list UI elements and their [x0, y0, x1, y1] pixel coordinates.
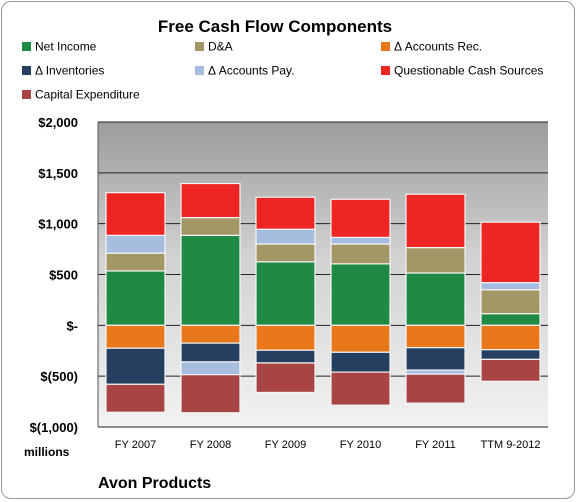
unit-label: millions: [24, 445, 70, 459]
chart-title: Free Cash Flow Components: [158, 17, 392, 36]
bar-d-a: [255, 243, 316, 263]
bar-capital-expenditure: [255, 362, 316, 394]
y-tick-label: $1,000: [38, 217, 78, 232]
bar-questionable-cash-sources: [105, 192, 166, 236]
legend-swatch-capital-expenditure: [22, 90, 31, 99]
legend-swatch-d-a: [195, 42, 204, 51]
company-name: Avon Products: [98, 475, 211, 492]
bar-delta-inventories: [330, 351, 391, 373]
legend-swatch-delta-accounts-pay: [195, 66, 204, 75]
legend-label-net-income: Net Income: [35, 40, 97, 54]
legend: Net Income D&A Δ Accounts Rec. Δ Inventorie…: [22, 40, 543, 102]
bar-stack-fy-2011: [405, 193, 466, 404]
bar-delta-inventories: [255, 349, 316, 364]
bar-capital-expenditure: [480, 358, 541, 382]
legend-swatch-delta-inventories: [22, 66, 31, 75]
bar-delta-inventories: [105, 347, 166, 385]
bar-delta-accounts-pay: [255, 228, 316, 245]
x-tick-label: TTM 9-2012: [481, 439, 541, 451]
legend-label-capital-expenditure: Capital Expenditure: [35, 88, 140, 102]
y-tick-label: $1,500: [38, 166, 78, 181]
legend-swatch-questionable-cash-sources: [381, 66, 390, 75]
bar-net-income: [480, 313, 541, 326]
legend-swatch-net-income: [22, 42, 31, 51]
bar-delta-accounts-rec: [405, 324, 466, 349]
bar-capital-expenditure: [180, 374, 241, 414]
bar-d-a: [330, 243, 391, 265]
bar-d-a: [405, 246, 466, 274]
x-tick-label: FY 2011: [415, 439, 456, 451]
y-axis: $2,000 $1,500 $1,000 $500 $- $(500) $(1,000): [30, 115, 99, 435]
legend-label-delta-accounts-rec: Δ Accounts Rec.: [394, 40, 482, 54]
x-tick-label: FY 2008: [190, 439, 231, 451]
bar-d-a: [105, 252, 166, 272]
bar-delta-accounts-pay: [480, 282, 541, 291]
bar-delta-accounts-rec: [105, 324, 166, 349]
bar-delta-inventories: [180, 342, 241, 363]
bar-delta-inventories: [480, 349, 541, 360]
bar-stack-fy-2007: [105, 192, 166, 413]
bar-questionable-cash-sources: [255, 196, 316, 230]
bar-stack-fy-2010: [330, 198, 391, 406]
legend-label-questionable-cash-sources: Questionable Cash Sources: [394, 64, 543, 78]
bar-stack-ttm-9-2012: [480, 221, 541, 382]
bar-stack-fy-2008: [180, 182, 241, 414]
legend-label-d-a: D&A: [208, 40, 233, 54]
bar-d-a: [180, 216, 241, 236]
bar-delta-accounts-rec: [330, 324, 391, 353]
x-tick-label: FY 2009: [265, 439, 306, 451]
bar-delta-accounts-pay: [180, 361, 241, 376]
legend-label-delta-accounts-pay: Δ Accounts Pay.: [208, 64, 295, 78]
bar-questionable-cash-sources: [405, 193, 466, 249]
bar-delta-accounts-pay: [105, 234, 166, 254]
bar-net-income: [405, 272, 466, 326]
bar-delta-accounts-pay: [405, 369, 466, 375]
bar-net-income: [255, 261, 316, 326]
y-tick-label: $500: [49, 268, 78, 283]
bar-delta-inventories: [405, 347, 466, 371]
bar-stack-fy-2009: [255, 196, 316, 394]
bar-d-a: [480, 289, 541, 315]
legend-label-delta-inventories: Δ Inventories: [35, 64, 104, 78]
legend-swatch-delta-accounts-rec: [381, 42, 390, 51]
x-axis: FY 2007 FY 2008 FY 2009 FY 2010 FY 2011 TTM 9…: [115, 439, 541, 451]
bar-capital-expenditure: [105, 383, 166, 413]
x-tick-label: FY 2007: [115, 439, 156, 451]
bar-capital-expenditure: [405, 373, 466, 404]
bar-questionable-cash-sources: [180, 182, 241, 219]
y-tick-label: $(1,000): [30, 420, 78, 435]
bar-delta-accounts-rec: [180, 324, 241, 344]
bar-capital-expenditure: [330, 371, 391, 406]
gridlines: [98, 121, 548, 428]
x-tick-label: FY 2010: [340, 439, 381, 451]
bar-questionable-cash-sources: [330, 198, 391, 238]
y-tick-label: $(500): [40, 369, 78, 384]
bar-net-income: [105, 270, 166, 326]
y-tick-label: $-: [66, 318, 78, 333]
bar-delta-accounts-pay: [330, 236, 391, 245]
bar-delta-accounts-rec: [480, 324, 541, 351]
bar-questionable-cash-sources: [480, 221, 541, 284]
bar-delta-accounts-rec: [255, 324, 316, 351]
bar-net-income: [330, 263, 391, 326]
bar-net-income: [180, 234, 241, 326]
bars: [105, 182, 541, 414]
y-tick-label: $2,000: [38, 115, 78, 130]
